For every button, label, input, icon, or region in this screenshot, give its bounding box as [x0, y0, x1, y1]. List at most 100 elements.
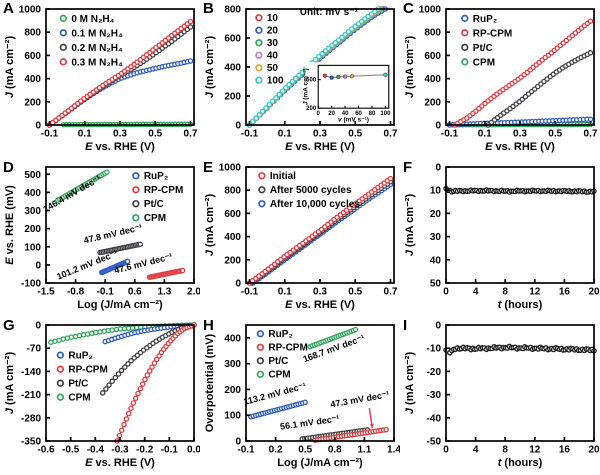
- svg-text:400: 400: [224, 63, 241, 74]
- svg-text:12: 12: [529, 445, 541, 456]
- svg-text:J (mA cm⁻²): J (mA cm⁻²): [404, 352, 416, 415]
- svg-text:30: 30: [267, 38, 279, 49]
- svg-text:8: 8: [502, 445, 508, 456]
- svg-text:RuP₂: RuP₂: [473, 14, 497, 25]
- svg-text:40: 40: [430, 255, 442, 266]
- svg-text:0.2 M N₂H₄: 0.2 M N₂H₄: [71, 43, 123, 54]
- svg-text:CPM: CPM: [268, 370, 290, 381]
- panel-label-G: G: [3, 317, 15, 334]
- svg-text:E vs. RHE (V): E vs. RHE (V): [285, 141, 355, 153]
- svg-text:800: 800: [424, 28, 441, 39]
- panel-C: C -0.1 0.1 0.3 0.5 0.7 0 200 400 600 800 1000 E vs.…: [400, 0, 600, 159]
- svg-text:0: 0: [443, 445, 449, 456]
- svg-text:1000: 1000: [19, 5, 42, 16]
- svg-text:-0.1: -0.1: [241, 129, 259, 140]
- svg-text:RP-CPM: RP-CPM: [268, 343, 307, 354]
- svg-text:-10: -10: [427, 344, 442, 355]
- svg-text:0: 0: [235, 437, 241, 448]
- svg-text:0: 0: [435, 121, 441, 132]
- svg-text:-70: -70: [27, 344, 42, 355]
- svg-text:0.7: 0.7: [584, 129, 598, 140]
- svg-text:0.3: 0.3: [313, 129, 327, 140]
- svg-text:0.3: 0.3: [113, 129, 127, 140]
- svg-text:E vs. RHE (V): E vs. RHE (V): [85, 141, 155, 153]
- svg-text:-0.1: -0.1: [97, 287, 115, 298]
- svg-text:47.8 mV dec⁻¹: 47.8 mV dec⁻¹: [83, 222, 143, 245]
- svg-text:J (mA cm⁻²): J (mA cm⁻²): [404, 36, 416, 99]
- svg-text:-140: -140: [21, 367, 41, 378]
- svg-text:10: 10: [267, 13, 279, 24]
- svg-text:12: 12: [529, 287, 541, 298]
- svg-text:0.5: 0.5: [298, 445, 312, 456]
- svg-text:40: 40: [267, 51, 279, 62]
- svg-text:0.7: 0.7: [384, 287, 398, 298]
- svg-text:1.3: 1.3: [157, 287, 171, 298]
- svg-text:0: 0: [235, 121, 241, 132]
- svg-text:400: 400: [424, 74, 441, 85]
- svg-text:0.1: 0.1: [78, 129, 92, 140]
- svg-text:0.3: 0.3: [313, 287, 327, 298]
- svg-text:RP-CPM: RP-CPM: [68, 365, 107, 376]
- svg-text:200: 200: [224, 255, 241, 266]
- svg-text:8: 8: [502, 287, 508, 298]
- svg-text:-0.6: -0.6: [37, 445, 55, 456]
- svg-text:16: 16: [559, 287, 571, 298]
- svg-text:200: 200: [424, 97, 441, 108]
- svg-text:-0.4: -0.4: [87, 445, 105, 456]
- svg-text:-0.1: -0.1: [237, 445, 255, 456]
- svg-text:200: 200: [224, 385, 241, 396]
- svg-text:J (mA cm⁻²): J (mA cm⁻²): [404, 194, 416, 257]
- svg-text:0.6: 0.6: [128, 287, 142, 298]
- svg-text:0 M N₂H₄: 0 M N₂H₄: [71, 14, 114, 25]
- svg-text:-0.1: -0.1: [161, 445, 179, 456]
- panel-B: B -0.1 0.1 0.3 0.5 0.7 0 200 400 600 800 E vs. RHE…: [200, 0, 400, 159]
- svg-text:80: 80: [369, 111, 376, 117]
- svg-text:-50: -50: [427, 437, 442, 448]
- svg-text:0: 0: [435, 321, 441, 332]
- svg-text:200: 200: [24, 97, 41, 108]
- svg-text:CPM: CPM: [144, 213, 166, 224]
- svg-text:0.1 M N₂H₄: 0.1 M N₂H₄: [71, 28, 123, 39]
- svg-text:-0.1: -0.1: [441, 129, 459, 140]
- svg-text:0: 0: [435, 163, 441, 174]
- svg-text:10: 10: [430, 186, 442, 197]
- svg-text:t (hours): t (hours): [498, 299, 543, 311]
- svg-text:Initial: Initial: [270, 171, 296, 182]
- chart-lsv-catalysts: -0.1 0.1 0.3 0.5 0.7 0 200 400 600 800 1000 E vs. R…: [404, 5, 598, 154]
- svg-text:800: 800: [224, 186, 241, 197]
- panel-E: E -0.1 0.1 0.3 0.5 0.7 0 200 400 600 800 1000 E vs.…: [200, 159, 400, 317]
- svg-text:After 5000 cycles: After 5000 cycles: [270, 185, 352, 196]
- svg-text:CPM: CPM: [473, 57, 495, 68]
- svg-text:300: 300: [24, 206, 41, 217]
- svg-text:600: 600: [224, 209, 241, 220]
- svg-text:-350: -350: [21, 437, 41, 448]
- svg-text:E vs. RHE (V): E vs. RHE (V): [85, 457, 155, 469]
- svg-text:RuP₂: RuP₂: [268, 329, 292, 340]
- svg-text:47.3 mV dec⁻¹: 47.3 mV dec⁻¹: [330, 389, 391, 409]
- svg-text:-100: -100: [21, 279, 41, 290]
- svg-text:0.3 M N₂H₄: 0.3 M N₂H₄: [71, 57, 123, 68]
- svg-text:400: 400: [224, 333, 241, 344]
- svg-text:-30: -30: [427, 390, 442, 401]
- svg-text:40: 40: [342, 111, 349, 117]
- chart-cycling-durability: -0.1 0.1 0.3 0.5 0.7 0 200 400 600 800 1000 E vs. R…: [204, 163, 398, 312]
- svg-text:100: 100: [267, 76, 284, 87]
- svg-text:J (mA cm⁻²): J (mA cm⁻²): [204, 194, 216, 257]
- panel-label-C: C: [403, 0, 414, 17]
- svg-text:-20: -20: [427, 367, 442, 378]
- svg-text:E vs. RHE (V): E vs. RHE (V): [285, 299, 355, 311]
- svg-text:RP-CPM: RP-CPM: [144, 185, 183, 196]
- svg-text:0.5: 0.5: [548, 129, 562, 140]
- svg-text:-1.5: -1.5: [37, 287, 55, 298]
- svg-text:200: 200: [306, 106, 317, 112]
- svg-text:0.5: 0.5: [148, 129, 162, 140]
- svg-text:4: 4: [473, 287, 479, 298]
- svg-text:200: 200: [224, 92, 241, 103]
- svg-text:-0.1: -0.1: [41, 129, 59, 140]
- svg-text:-0.2: -0.2: [136, 445, 154, 456]
- svg-text:0: 0: [35, 260, 41, 271]
- svg-text:600: 600: [306, 78, 317, 84]
- svg-text:0: 0: [443, 287, 449, 298]
- svg-text:1.4: 1.4: [387, 445, 400, 456]
- svg-text:0: 0: [235, 279, 241, 290]
